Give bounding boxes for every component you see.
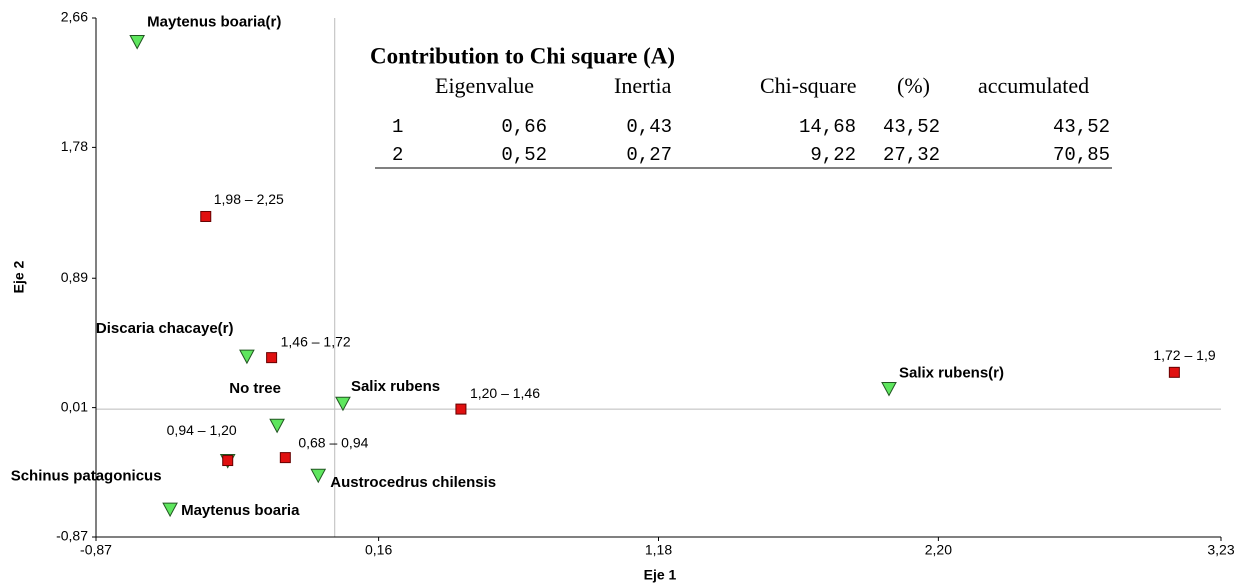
point-square bbox=[455, 403, 467, 415]
table-cell: 0,52 bbox=[501, 144, 547, 166]
y-tick-label: 0,89 bbox=[61, 269, 88, 285]
y-axis-title: Eje 2 bbox=[11, 260, 27, 293]
point-triangle bbox=[269, 418, 285, 434]
point-label: No tree bbox=[229, 380, 281, 397]
point-triangle bbox=[239, 349, 255, 365]
point-triangle bbox=[881, 382, 897, 397]
y-tick-label: -0,87 bbox=[56, 528, 88, 544]
point-label: 1,72 – 1,9 bbox=[1153, 347, 1215, 363]
table-cell: 43,52 bbox=[883, 116, 940, 138]
x-tick-label: 0,16 bbox=[365, 542, 392, 558]
x-tick-label: 2,20 bbox=[925, 542, 952, 558]
table-cell: 2 bbox=[392, 144, 403, 166]
x-tick-label: 3,23 bbox=[1207, 542, 1234, 558]
table-header: (%) bbox=[897, 73, 930, 98]
point-square bbox=[1168, 366, 1180, 378]
table-header: Eigenvalue bbox=[435, 73, 534, 98]
table-cell: 43,52 bbox=[1053, 116, 1110, 138]
table-cell: 0,66 bbox=[501, 116, 547, 138]
table-header: Inertia bbox=[614, 73, 672, 98]
y-tick-label: 2,66 bbox=[61, 9, 88, 25]
y-tick-label: 1,78 bbox=[61, 138, 88, 154]
point-square bbox=[266, 352, 278, 364]
point-square bbox=[279, 452, 291, 464]
point-triangle bbox=[310, 468, 327, 484]
x-tick-label: -0,87 bbox=[80, 542, 112, 558]
point-label: 1,46 – 1,72 bbox=[281, 333, 351, 349]
x-axis-title: Eje 1 bbox=[644, 567, 677, 583]
y-tick-label: 0,01 bbox=[61, 398, 88, 414]
point-triangle bbox=[129, 35, 145, 50]
table-cell: 0,43 bbox=[626, 116, 672, 138]
point-label: 1,20 – 1,46 bbox=[470, 385, 540, 401]
point-label: Schinus patagonicus bbox=[11, 468, 162, 485]
point-label: Maytenus boaria(r) bbox=[147, 13, 281, 30]
table-cell: 1 bbox=[392, 116, 403, 138]
table-cell: 0,27 bbox=[626, 144, 672, 166]
table-cell: 9,22 bbox=[810, 144, 856, 166]
table-header: Chi-square bbox=[760, 73, 857, 98]
point-square bbox=[222, 455, 234, 467]
x-tick-label: 1,18 bbox=[645, 542, 672, 558]
table-cell: 27,32 bbox=[883, 144, 940, 166]
table-title: Contribution to Chi square (A) bbox=[370, 43, 675, 68]
table-cell: 70,85 bbox=[1053, 144, 1110, 166]
point-triangle bbox=[335, 396, 351, 412]
point-label: Discaria chacaye(r) bbox=[96, 320, 234, 337]
point-triangle bbox=[162, 502, 178, 518]
point-label: Salix rubens bbox=[351, 378, 440, 395]
point-label: 0,68 – 0,94 bbox=[298, 434, 368, 450]
table-header: accumulated bbox=[978, 73, 1089, 98]
point-label: 1,98 – 2,25 bbox=[214, 191, 284, 207]
point-label: Maytenus boaria bbox=[181, 502, 300, 519]
table-cell: 14,68 bbox=[799, 116, 856, 138]
point-label: 0,94 – 1,20 bbox=[167, 422, 237, 438]
point-label: Salix rubens(r) bbox=[899, 364, 1004, 381]
point-label: Austrocedrus chilensis bbox=[330, 474, 496, 491]
point-square bbox=[200, 210, 212, 222]
